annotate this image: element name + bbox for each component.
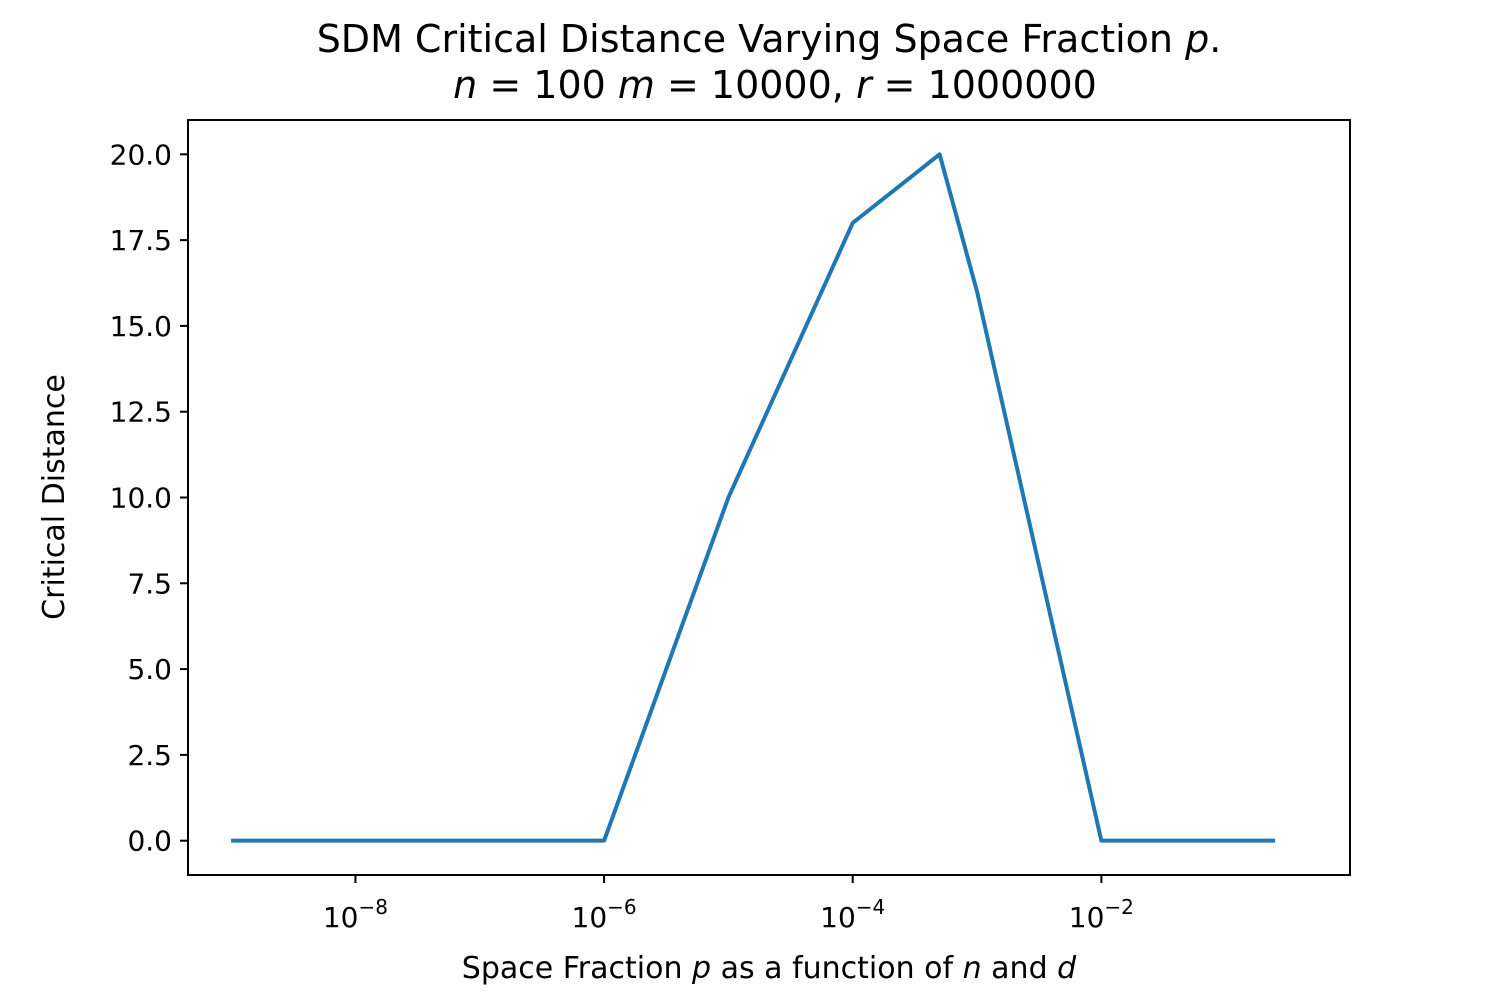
y-axis-ticks: 0.0 2.5 5.0 7.5 10.0 12.5 15.0 17.5 20.0 (110, 138, 188, 858)
chart-title: SDM Critical Distance Varying Space Frac… (317, 17, 1222, 61)
x-tick-base: 10 (1069, 901, 1105, 934)
text-part: Space Fraction (462, 951, 692, 986)
text-part: . (1209, 17, 1221, 61)
x-tick-base: 10 (323, 901, 359, 934)
x-tick-exponent: −2 (1104, 895, 1133, 919)
text-part: d (1057, 951, 1077, 986)
text-part: p (1184, 17, 1209, 61)
chart-title-group: SDM Critical Distance Varying Space Frac… (317, 17, 1222, 107)
x-tick-exponent: −4 (856, 895, 885, 919)
text-part: as a function of (711, 951, 963, 986)
x-tick-exponent: −6 (607, 895, 636, 919)
x-axis-label: Space Fraction p as a function of n and … (462, 951, 1077, 986)
plot-area (187, 119, 1351, 876)
y-tick-label: 7.5 (127, 567, 172, 600)
text-part: n (453, 63, 477, 107)
text-part: and (982, 951, 1058, 986)
text-part: p (691, 951, 711, 986)
y-tick-label: 10.0 (110, 482, 172, 515)
y-tick-label: 2.5 (127, 739, 172, 772)
text-part: = 100 (477, 63, 618, 107)
y-tick-label: 0.0 (127, 825, 172, 858)
axes-frame (187, 119, 1351, 876)
chart-subtitle: n = 100 m = 10000, r = 1000000 (453, 63, 1097, 107)
x-tick-label: 10−4 (820, 895, 885, 934)
x-tick-label: 10−6 (572, 895, 637, 934)
text-part: SDM Critical Distance Varying Space Frac… (317, 17, 1185, 61)
text-part: n (963, 951, 982, 986)
x-tick-exponent: −8 (359, 895, 388, 919)
x-tick-label: 10−8 (323, 895, 388, 934)
y-tick-label: 12.5 (110, 396, 172, 429)
text-part: r (856, 63, 874, 107)
y-axis-label: Critical Distance (37, 374, 72, 620)
y-tick-label: 15.0 (110, 310, 172, 343)
y-tick-label: 17.5 (110, 224, 172, 257)
y-tick-label: 5.0 (127, 653, 172, 686)
text-part: = 10000, (655, 63, 856, 107)
x-tick-base: 10 (572, 901, 608, 934)
series-line-0 (231, 152, 1276, 843)
x-tick-base: 10 (820, 901, 856, 934)
y-tick-label: 20.0 (110, 138, 172, 171)
text-part: m (618, 63, 655, 107)
axis-labels: Space Fraction p as a function of n and … (37, 374, 1077, 986)
x-axis-ticks: 10−8 10−6 10−4 10−2 (323, 875, 1134, 934)
text-part: = 1000000 (872, 63, 1097, 107)
x-tick-label: 10−2 (1069, 895, 1134, 934)
